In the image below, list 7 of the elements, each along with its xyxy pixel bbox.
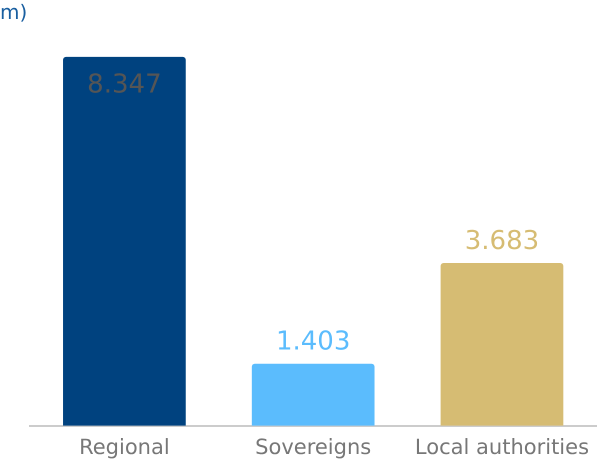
x-tick-label: Regional — [79, 434, 170, 459]
data-label: 8.347 — [87, 70, 162, 100]
x-tick-label: Local authorities — [414, 434, 590, 459]
chart-title: m) — [0, 0, 28, 24]
data-label: 1.403 — [276, 326, 350, 357]
data-label: 3.683 — [464, 226, 540, 256]
x-tick-label: Sovereigns — [255, 434, 372, 459]
